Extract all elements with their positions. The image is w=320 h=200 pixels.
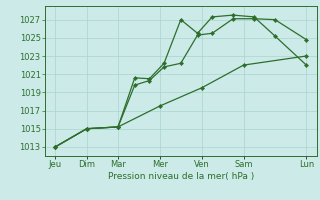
X-axis label: Pression niveau de la mer( hPa ): Pression niveau de la mer( hPa ) (108, 172, 254, 181)
